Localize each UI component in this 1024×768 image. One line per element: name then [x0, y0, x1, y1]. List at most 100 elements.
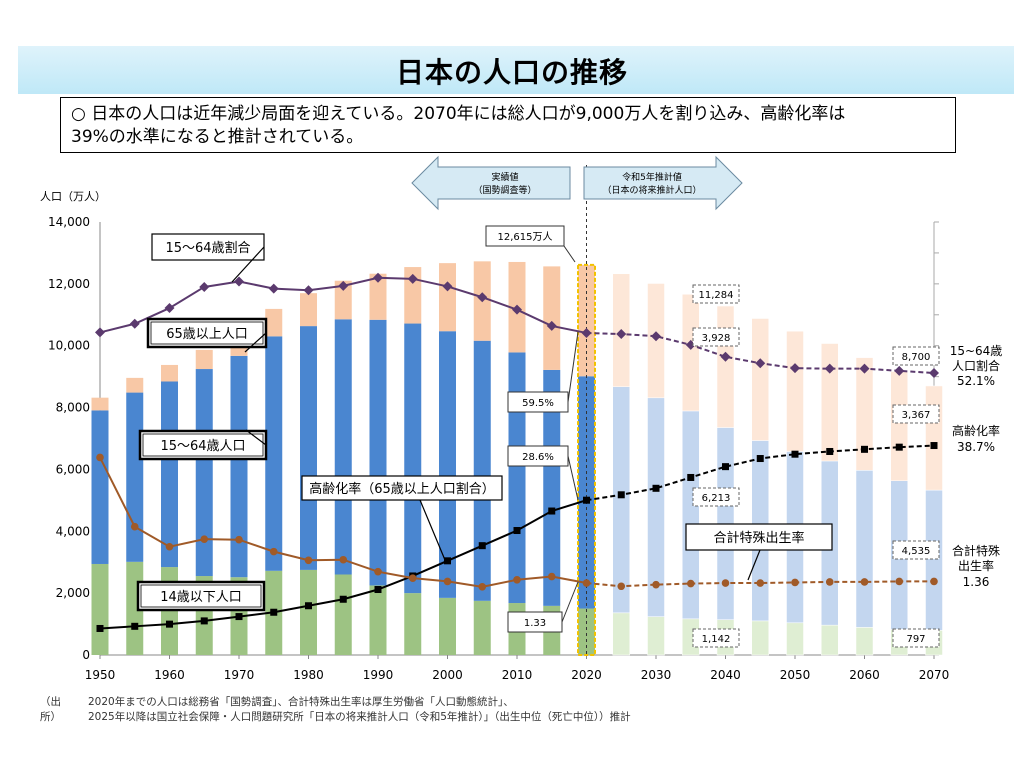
data-point: [339, 555, 348, 564]
data-point: [407, 273, 418, 284]
bar-segment: [751, 318, 769, 441]
data-point: [617, 491, 625, 499]
summary-line-1: ○ 日本の人口は近年減少局面を迎えている。2070年には総人口が9,000万人を…: [71, 104, 846, 124]
right-label-ratio-name-1: 15~64歳: [950, 344, 1003, 358]
bar-segment: [855, 470, 874, 628]
leader-line: [747, 549, 761, 581]
y-tick-label: 12,000: [48, 277, 90, 291]
data-point: [894, 365, 905, 376]
projection-arrow-label: 令和5年推計値: [622, 171, 682, 183]
data-point: [755, 358, 766, 369]
data-point: [791, 450, 799, 458]
data-point: [756, 579, 765, 587]
label-ratio-2020: 59.5%: [522, 398, 554, 409]
data-point: [791, 578, 799, 587]
bar-segment: [578, 376, 595, 609]
right-label-ratio-value: 52.1%: [957, 374, 995, 388]
right-label-aging-value: 38.7%: [957, 440, 995, 454]
actual-arrow-sublabel: （国勢調査等）: [473, 184, 536, 196]
data-point: [478, 542, 486, 550]
data-point: [652, 580, 660, 589]
callout-aging-box: [301, 475, 503, 501]
data-point: [96, 453, 104, 462]
right-label-tfr-name-1: 合計特殊: [952, 543, 1000, 558]
data-point: [304, 556, 313, 565]
callout-pop1564-inner: [142, 433, 264, 457]
highlight-bar-outline: [577, 263, 596, 656]
leader-line: [563, 245, 576, 263]
data-point: [826, 447, 834, 455]
callout-over65-box: [146, 317, 268, 349]
bar-segment: [855, 357, 874, 471]
bar-segment: [439, 597, 456, 655]
y-tick-label: 8,000: [56, 401, 90, 415]
data-point: [96, 624, 104, 632]
y-tick-label: 6,000: [56, 462, 90, 476]
data-point: [756, 455, 764, 463]
data-point: [513, 527, 521, 535]
x-tick-label: 2040: [710, 668, 741, 682]
title-band: [18, 46, 1014, 94]
bar-segment: [265, 308, 283, 337]
bar-segment: [126, 377, 144, 393]
data-point: [235, 613, 243, 621]
callout-ratio-1564: 15～64歳割合: [165, 240, 250, 256]
data-point: [546, 320, 557, 331]
x-tick-label: 2000: [432, 668, 463, 682]
data-point: [790, 363, 800, 374]
leader-line: [567, 331, 579, 403]
callout-over65: 65歳以上人口: [166, 327, 248, 342]
bar-segment: [925, 385, 943, 491]
data-point: [269, 547, 278, 556]
callout-under14: 14歳以下人口: [160, 590, 242, 605]
bar-segment: [682, 410, 700, 620]
y-axis-label: 人口（万人）: [40, 190, 106, 203]
callout-over65-inner: [150, 321, 264, 345]
label-65-2040: 3,928: [702, 333, 731, 344]
series-line-projected: [586, 580, 934, 588]
y-tick-label: 14,000: [48, 215, 90, 229]
x-tick-label: 2030: [641, 668, 672, 682]
data-point: [825, 578, 834, 586]
data-point: [303, 285, 314, 296]
y-tick-label: 4,000: [56, 524, 90, 538]
data-point: [721, 579, 730, 587]
bar-segment: [578, 608, 595, 655]
bar-segment: [404, 323, 422, 594]
data-point: [859, 363, 870, 374]
data-point: [339, 595, 347, 603]
bar-segment: [751, 620, 769, 656]
data-point: [824, 363, 835, 374]
data-point: [686, 579, 695, 588]
source-line-1: 2020年までの人口は総務省「国勢調査」、合計特殊出生率は厚生労働省「人口動態統…: [88, 696, 514, 708]
x-tick-label: 2020: [571, 668, 602, 682]
label-65-2040-box: [692, 327, 740, 347]
data-point: [583, 496, 590, 504]
data-point: [129, 318, 140, 329]
data-point: [374, 567, 382, 576]
projection-arrow-sublabel: （日本の将来推計人口）: [602, 184, 701, 196]
data-point: [165, 542, 174, 551]
data-point: [616, 329, 627, 340]
bar-segment: [300, 326, 317, 570]
label-65-2070-box: [892, 404, 940, 424]
right-label-tfr-name-2: 出生率: [958, 558, 994, 573]
data-point: [444, 557, 451, 565]
data-point: [373, 272, 383, 283]
label-1564-2070-box: [892, 540, 940, 560]
bar-segment: [821, 343, 839, 462]
data-point: [687, 473, 695, 481]
data-point: [199, 281, 210, 292]
label-total-2040: 11,284: [699, 290, 734, 301]
bar-segment: [265, 336, 283, 571]
leader-line: [567, 455, 579, 501]
callout-under14-inner: [140, 584, 262, 608]
x-tick-label: 1950: [85, 668, 116, 682]
x-tick-label: 1970: [224, 668, 255, 682]
y-tick-label: 10,000: [48, 339, 90, 353]
callout-tfr-box: [685, 523, 833, 551]
projection-arrow: [583, 155, 743, 211]
data-point: [581, 327, 592, 338]
bar-segment: [195, 369, 213, 577]
